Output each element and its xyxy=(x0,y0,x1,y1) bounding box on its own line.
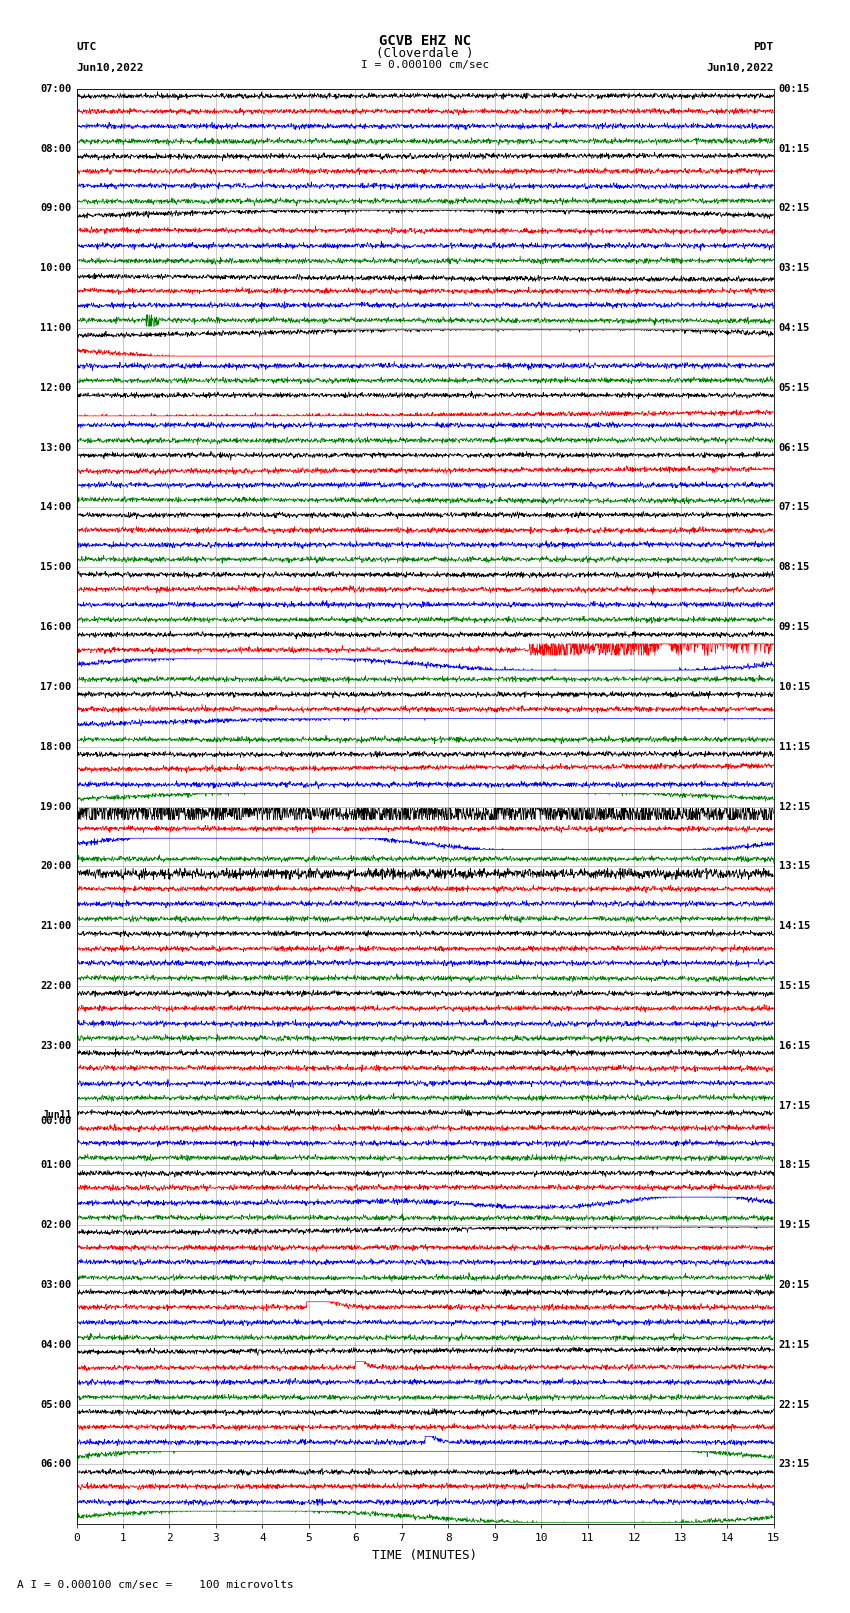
Text: 16:15: 16:15 xyxy=(779,1040,810,1050)
Text: 08:15: 08:15 xyxy=(779,563,810,573)
Text: 17:00: 17:00 xyxy=(40,682,71,692)
Text: 10:15: 10:15 xyxy=(779,682,810,692)
Text: 21:00: 21:00 xyxy=(40,921,71,931)
Text: 13:00: 13:00 xyxy=(40,442,71,453)
Text: 19:15: 19:15 xyxy=(779,1219,810,1231)
Text: 11:00: 11:00 xyxy=(40,323,71,332)
Text: 01:00: 01:00 xyxy=(40,1160,71,1171)
Text: GCVB EHZ NC: GCVB EHZ NC xyxy=(379,34,471,48)
Text: 21:15: 21:15 xyxy=(779,1340,810,1350)
Text: 09:00: 09:00 xyxy=(40,203,71,213)
Text: 10:00: 10:00 xyxy=(40,263,71,273)
Text: 20:00: 20:00 xyxy=(40,861,71,871)
Text: 14:00: 14:00 xyxy=(40,502,71,513)
Text: 00:15: 00:15 xyxy=(779,84,810,94)
Text: 03:00: 03:00 xyxy=(40,1281,71,1290)
Text: 23:00: 23:00 xyxy=(40,1040,71,1050)
Text: UTC: UTC xyxy=(76,42,97,52)
Text: 07:00: 07:00 xyxy=(40,84,71,94)
Text: 15:15: 15:15 xyxy=(779,981,810,990)
Text: 22:15: 22:15 xyxy=(779,1400,810,1410)
Text: 06:00: 06:00 xyxy=(40,1460,71,1469)
Text: 07:15: 07:15 xyxy=(779,502,810,513)
Text: 17:15: 17:15 xyxy=(779,1100,810,1111)
Text: 12:00: 12:00 xyxy=(40,382,71,394)
X-axis label: TIME (MINUTES): TIME (MINUTES) xyxy=(372,1548,478,1561)
Text: A I = 0.000100 cm/sec =    100 microvolts: A I = 0.000100 cm/sec = 100 microvolts xyxy=(17,1581,294,1590)
Text: I = 0.000100 cm/sec: I = 0.000100 cm/sec xyxy=(361,60,489,69)
Text: 09:15: 09:15 xyxy=(779,623,810,632)
Text: 15:00: 15:00 xyxy=(40,563,71,573)
Text: 05:15: 05:15 xyxy=(779,382,810,394)
Text: 19:00: 19:00 xyxy=(40,802,71,811)
Text: 22:00: 22:00 xyxy=(40,981,71,990)
Text: 02:15: 02:15 xyxy=(779,203,810,213)
Text: Jun10,2022: Jun10,2022 xyxy=(706,63,774,73)
Text: 11:15: 11:15 xyxy=(779,742,810,752)
Text: 00:00: 00:00 xyxy=(40,1116,71,1126)
Text: 01:15: 01:15 xyxy=(779,144,810,153)
Text: 08:00: 08:00 xyxy=(40,144,71,153)
Text: 18:00: 18:00 xyxy=(40,742,71,752)
Text: 04:15: 04:15 xyxy=(779,323,810,332)
Text: 18:15: 18:15 xyxy=(779,1160,810,1171)
Text: 02:00: 02:00 xyxy=(40,1219,71,1231)
Text: 16:00: 16:00 xyxy=(40,623,71,632)
Text: 13:15: 13:15 xyxy=(779,861,810,871)
Text: 12:15: 12:15 xyxy=(779,802,810,811)
Text: (Cloverdale ): (Cloverdale ) xyxy=(377,47,473,60)
Text: 20:15: 20:15 xyxy=(779,1281,810,1290)
Text: 14:15: 14:15 xyxy=(779,921,810,931)
Text: 03:15: 03:15 xyxy=(779,263,810,273)
Text: 06:15: 06:15 xyxy=(779,442,810,453)
Text: PDT: PDT xyxy=(753,42,774,52)
Text: Jun11: Jun11 xyxy=(42,1110,71,1121)
Text: 05:00: 05:00 xyxy=(40,1400,71,1410)
Text: Jun10,2022: Jun10,2022 xyxy=(76,63,144,73)
Text: 23:15: 23:15 xyxy=(779,1460,810,1469)
Text: 04:00: 04:00 xyxy=(40,1340,71,1350)
